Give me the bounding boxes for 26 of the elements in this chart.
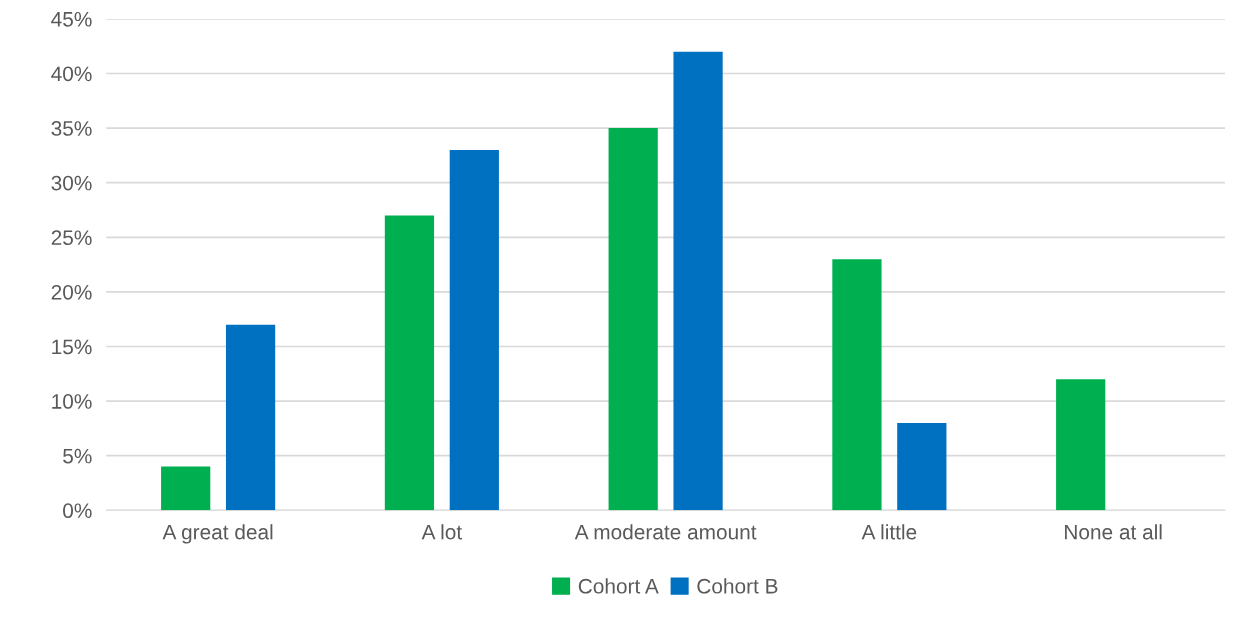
x-tick-label: A little (861, 524, 917, 540)
bar (608, 128, 658, 511)
legend-label: Cohort B (697, 578, 778, 594)
y-tick-label: 25% (51, 230, 92, 246)
x-tick-label: A lot (421, 524, 462, 540)
y-tick-label: 15% (52, 339, 92, 355)
legend-label: Cohort A (578, 578, 659, 594)
x-tick-label: None at all (1065, 524, 1162, 540)
bar (1056, 379, 1106, 511)
bar (225, 324, 276, 511)
y-tick-label: 35% (51, 121, 92, 136)
bar (673, 51, 723, 511)
y-tick-label: 30% (51, 175, 92, 191)
y-tick-label: 20% (51, 284, 92, 300)
x-tick-label: A moderate amount (574, 524, 757, 540)
y-tick-label: 5% (63, 448, 92, 464)
y-tick-label: 10% (52, 394, 92, 409)
x-tick-label: A great deal (162, 524, 273, 544)
bar (161, 466, 211, 511)
y-tick-label: 45% (51, 11, 92, 27)
bar (384, 215, 435, 511)
y-tick-label: 0% (63, 503, 92, 519)
bar (832, 259, 882, 511)
bar (897, 422, 947, 511)
y-tick-label: 40% (51, 66, 92, 82)
bar (449, 149, 499, 511)
